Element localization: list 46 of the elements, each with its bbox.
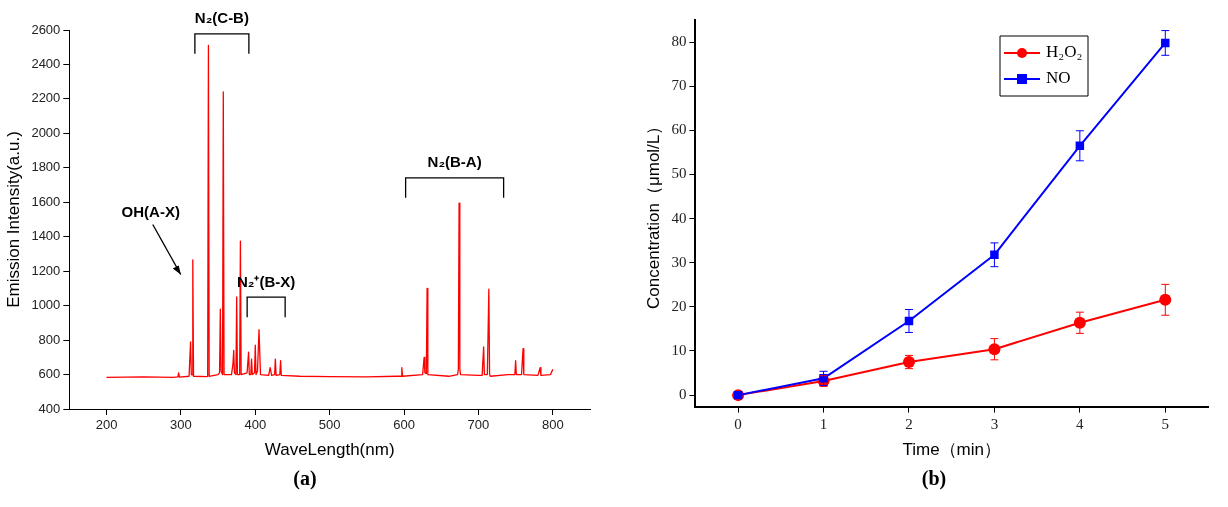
x-tick-label: 4 — [1076, 415, 1085, 432]
text: N₂(C-B) — [194, 9, 249, 27]
x-tick-label: 600 — [393, 417, 415, 433]
annotation: N₂(B-A) — [427, 153, 482, 171]
x-tick-label: 300 — [170, 417, 192, 433]
y-tick-label: 0 — [678, 386, 687, 403]
legend-label: H₂O₂ — [1046, 42, 1083, 62]
y-tick-label: 400 — [38, 400, 61, 416]
x-tick-label: 2 — [905, 415, 913, 432]
x-axis-title: WaveLength(nm) — [264, 440, 395, 460]
y-axis-title: Emission Intensity(a.u.) — [3, 131, 23, 308]
y-tick-label: 20 — [671, 297, 687, 314]
y-tick-label: 80 — [671, 33, 687, 49]
y-tick-label: 600 — [38, 366, 61, 382]
x-tick-label: 400 — [244, 417, 267, 433]
y-tick-label: 30 — [671, 253, 687, 270]
y-tick-label: 1800 — [31, 159, 61, 175]
y-tick-label: 1600 — [31, 193, 61, 209]
y-tick-label: 50 — [671, 165, 687, 182]
point — [819, 374, 828, 383]
y-tick-label: 1400 — [31, 228, 61, 244]
x-tick-label: 0 — [734, 415, 742, 432]
y-tick-label: 70 — [671, 77, 687, 94]
x-tick-label: 5 — [1161, 415, 1170, 432]
y-tick-label: 10 — [671, 341, 687, 358]
x-tick-label: 3 — [990, 415, 999, 432]
x-axis-title: Time（min） — [902, 440, 1001, 460]
x-tick-label: 200 — [95, 417, 118, 433]
y-tick-label: 2600 — [31, 21, 61, 37]
x-tick-label: 700 — [467, 417, 490, 433]
y-tick-label: 2400 — [31, 56, 61, 72]
y-tick-label: 1200 — [31, 262, 61, 278]
y-tick-label: 2200 — [31, 90, 61, 106]
y-tick-label: 60 — [671, 121, 687, 138]
annotation: OH(A-X) — [121, 203, 180, 221]
y-tick-label: 40 — [671, 209, 687, 226]
text: (a) — [292, 467, 318, 490]
y-axis-title: Concentration（μmol/L） — [643, 117, 663, 309]
x-tick-label: 800 — [541, 417, 564, 433]
text: (b) — [920, 467, 948, 490]
y-tick-label: 2000 — [31, 124, 61, 140]
x-tick-label: 500 — [318, 417, 341, 433]
y-tick-label: 1000 — [31, 297, 61, 313]
x-tick-label: 1 — [819, 415, 828, 432]
y-tick-label: 800 — [38, 331, 61, 347]
legend-label: NO — [1046, 68, 1071, 88]
